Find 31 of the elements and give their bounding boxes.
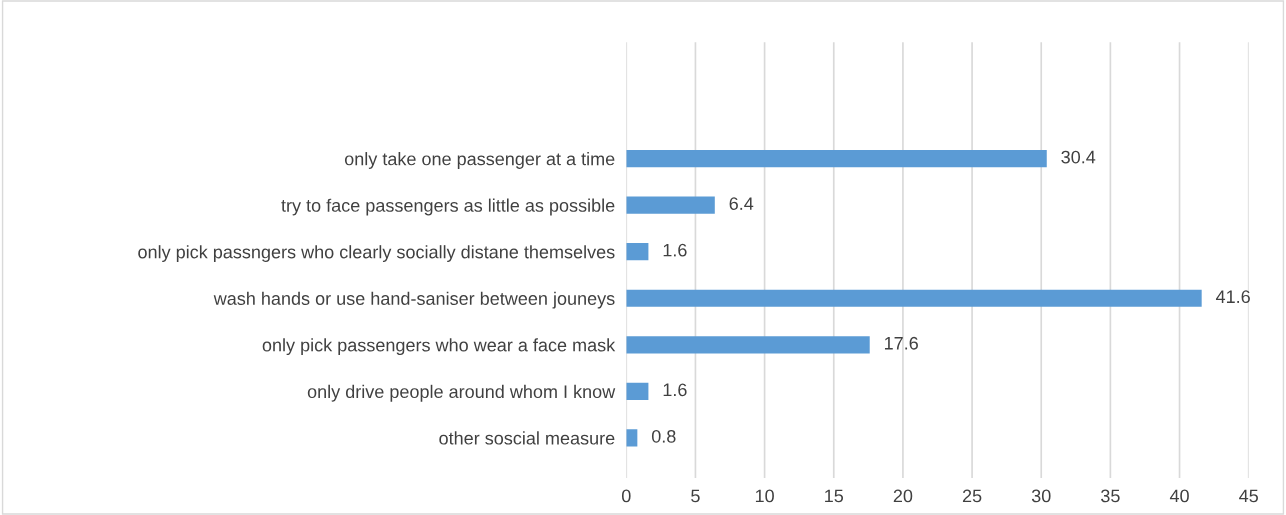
x-tick-label: 5 (691, 489, 700, 503)
data-label: 6.4 (729, 197, 754, 210)
data-label: 41.6 (1215, 290, 1250, 304)
x-tick-label: 35 (1101, 489, 1120, 503)
bar (626, 382, 649, 400)
x-tick-label: 40 (1169, 489, 1189, 503)
y-tick-label: wash hands or use hand-saniser between jouneys (213, 291, 615, 309)
x-tick-label: 20 (893, 489, 913, 503)
data-label: 30.4 (1061, 150, 1096, 164)
x-tick-label: 15 (825, 489, 844, 503)
y-tick-label: only pick passengers who wear a face mask (262, 338, 616, 356)
x-tick-label: 10 (755, 489, 774, 503)
x-tick-label: 0 (621, 489, 631, 503)
bar (626, 289, 1202, 307)
bar (626, 336, 870, 354)
data-label: 1.6 (663, 243, 687, 257)
y-tick-label: only take one passenger at a time (344, 152, 615, 169)
bar (626, 429, 638, 447)
bar (626, 149, 1047, 168)
data-label: 0.8 (651, 429, 676, 443)
y-tick-label: other soscial measure (439, 431, 615, 445)
data-label: 1.6 (663, 383, 687, 397)
x-tick-label: 30 (1031, 489, 1051, 503)
bar (626, 243, 649, 261)
bar (626, 196, 715, 214)
x-tick-label: 25 (962, 489, 982, 503)
y-tick-label: only pick passngers who clearly socially distane themselves (138, 245, 615, 262)
y-tick-label: try to face passengers as little as possible (281, 198, 615, 216)
data-label: 17.6 (884, 336, 918, 350)
x-tick-label: 45 (1239, 489, 1258, 503)
y-tick-label: only drive people around whom I know (307, 384, 616, 402)
